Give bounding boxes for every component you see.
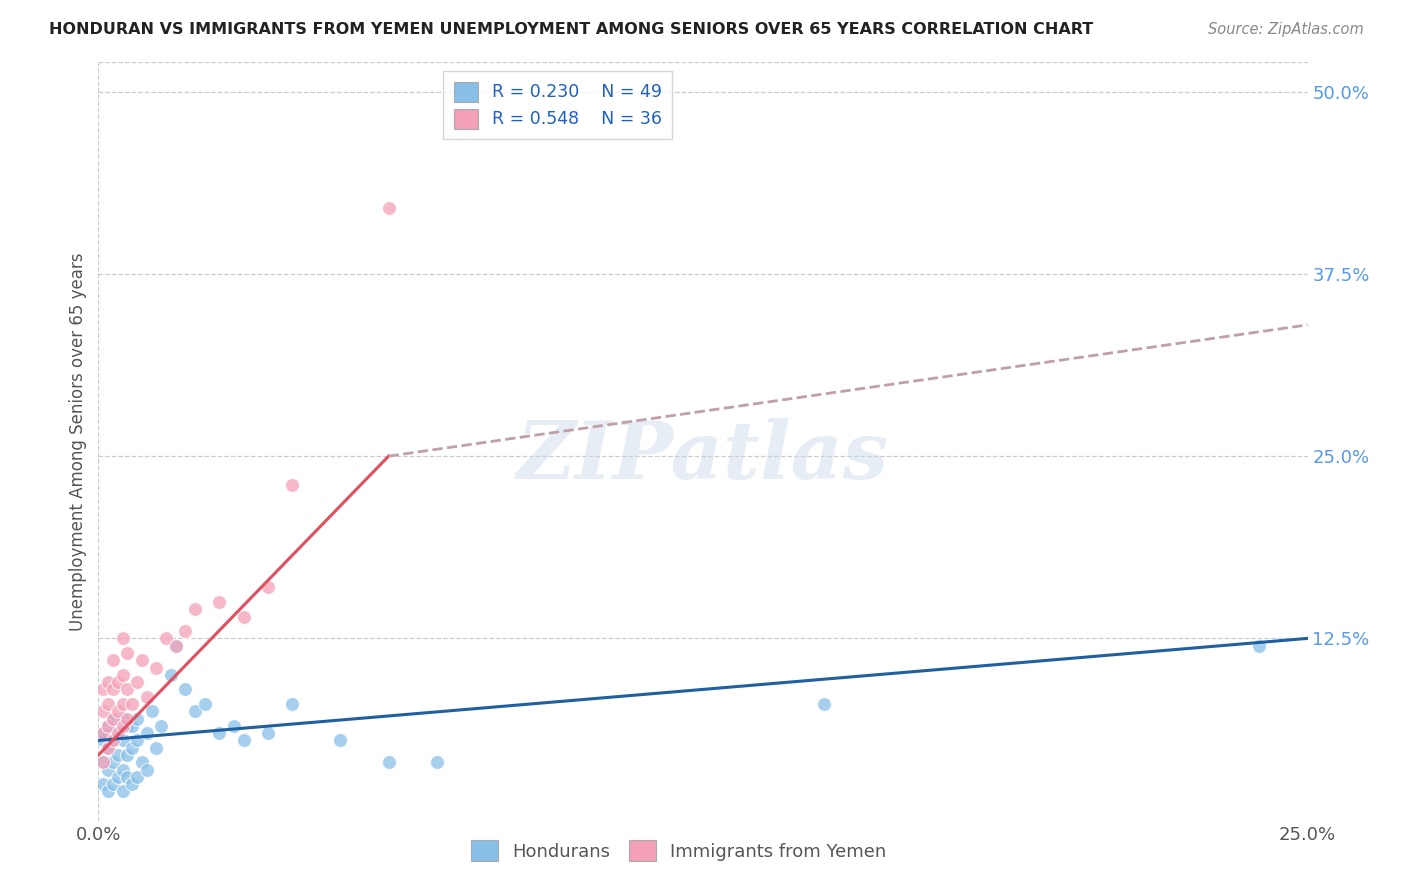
Point (281, 697, 304, 711)
Point (117, 747, 139, 762)
Point (377, 756, 399, 770)
Point (117, 770, 139, 784)
Point (97, 697, 120, 711)
Point (121, 697, 143, 711)
Text: ZIPatlas: ZIPatlas (517, 418, 889, 495)
Point (135, 690, 157, 704)
Point (160, 668, 183, 682)
Point (121, 719, 143, 733)
Point (111, 733, 134, 747)
Point (145, 660, 167, 674)
Point (111, 712, 134, 726)
Point (127, 712, 149, 726)
Point (101, 733, 124, 747)
Point (141, 704, 163, 718)
Point (145, 740, 167, 755)
Point (232, 733, 254, 747)
Point (127, 675, 149, 690)
Point (256, 726, 278, 740)
Point (1249, 639, 1271, 653)
Point (107, 726, 129, 740)
Point (135, 763, 157, 777)
Point (111, 763, 134, 777)
Point (127, 733, 149, 747)
Text: Source: ZipAtlas.com: Source: ZipAtlas.com (1208, 22, 1364, 37)
Point (184, 602, 207, 616)
Point (91, 777, 114, 791)
Point (107, 726, 129, 740)
Point (107, 675, 129, 690)
Point (232, 609, 254, 624)
Point (256, 580, 278, 594)
Point (117, 646, 139, 660)
Point (117, 719, 139, 733)
Point (97, 719, 120, 733)
Point (107, 747, 129, 762)
Point (329, 733, 352, 747)
Point (101, 712, 124, 726)
Point (117, 712, 139, 726)
Point (194, 697, 217, 711)
Point (107, 704, 129, 718)
Point (97, 740, 120, 755)
Point (91, 682, 114, 697)
Point (813, 697, 835, 711)
Point (155, 632, 177, 646)
Point (101, 712, 124, 726)
Point (131, 756, 153, 770)
Legend: Hondurans, Immigrants from Yemen: Hondurans, Immigrants from Yemen (464, 833, 894, 869)
Point (208, 595, 231, 609)
Point (91, 733, 114, 747)
Point (97, 740, 120, 755)
Point (91, 756, 114, 770)
Point (91, 726, 114, 740)
Point (281, 478, 304, 492)
Point (101, 756, 124, 770)
Point (107, 770, 129, 784)
Point (184, 704, 207, 718)
Point (111, 668, 134, 682)
Point (101, 682, 124, 697)
Point (91, 704, 114, 718)
Point (91, 756, 114, 770)
Point (111, 784, 134, 798)
Point (208, 726, 231, 740)
Point (111, 697, 134, 711)
Point (101, 777, 124, 791)
Point (101, 733, 124, 747)
Point (174, 682, 197, 697)
Point (150, 719, 173, 733)
Point (121, 777, 143, 791)
Point (97, 675, 120, 690)
Point (97, 763, 120, 777)
Point (111, 632, 134, 646)
Point (135, 726, 157, 740)
Y-axis label: Unemployment Among Seniors over 65 years: Unemployment Among Seniors over 65 years (69, 252, 87, 631)
Point (101, 653, 124, 667)
Point (111, 719, 134, 733)
Point (127, 770, 149, 784)
Point (97, 784, 120, 798)
Point (97, 719, 120, 733)
Point (117, 682, 139, 697)
Point (377, 201, 399, 215)
Point (174, 624, 197, 639)
Text: HONDURAN VS IMMIGRANTS FROM YEMEN UNEMPLOYMENT AMONG SENIORS OVER 65 YEARS CORRE: HONDURAN VS IMMIGRANTS FROM YEMEN UNEMPL… (49, 22, 1094, 37)
Point (165, 639, 187, 653)
Point (91, 726, 114, 740)
Point (165, 639, 187, 653)
Point (222, 719, 245, 733)
Point (131, 653, 153, 667)
Point (426, 756, 449, 770)
Point (121, 740, 143, 755)
